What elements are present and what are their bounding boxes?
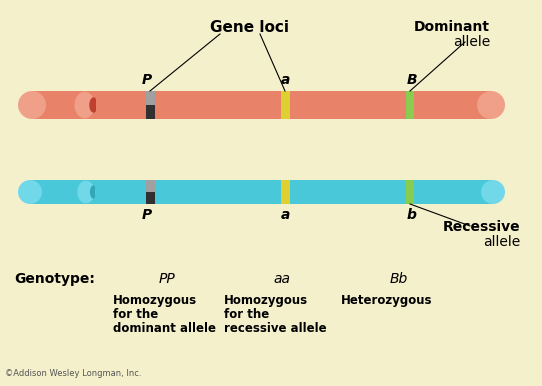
Text: a: a bbox=[280, 73, 289, 87]
Text: a: a bbox=[280, 208, 289, 222]
FancyBboxPatch shape bbox=[96, 91, 144, 119]
Text: Homozygous: Homozygous bbox=[224, 294, 308, 307]
FancyBboxPatch shape bbox=[145, 180, 154, 204]
Text: allele: allele bbox=[453, 35, 490, 49]
FancyBboxPatch shape bbox=[406, 180, 414, 204]
Ellipse shape bbox=[18, 180, 42, 204]
FancyBboxPatch shape bbox=[95, 180, 144, 204]
Ellipse shape bbox=[90, 185, 97, 199]
FancyBboxPatch shape bbox=[281, 180, 289, 204]
Text: b: b bbox=[407, 208, 417, 222]
Text: ©Addison Wesley Longman, Inc.: ©Addison Wesley Longman, Inc. bbox=[5, 369, 141, 378]
Text: Recessive: Recessive bbox=[442, 220, 520, 234]
Ellipse shape bbox=[477, 91, 505, 119]
Ellipse shape bbox=[481, 180, 505, 204]
Text: Gene loci: Gene loci bbox=[210, 20, 289, 35]
Text: B: B bbox=[406, 73, 417, 87]
FancyBboxPatch shape bbox=[32, 91, 491, 119]
FancyBboxPatch shape bbox=[145, 91, 154, 119]
Ellipse shape bbox=[75, 92, 95, 118]
FancyBboxPatch shape bbox=[281, 91, 289, 119]
Text: aa: aa bbox=[273, 272, 290, 286]
Text: for the: for the bbox=[113, 308, 158, 321]
Ellipse shape bbox=[92, 181, 109, 203]
FancyBboxPatch shape bbox=[406, 91, 414, 119]
FancyBboxPatch shape bbox=[145, 91, 154, 105]
Text: recessive allele: recessive allele bbox=[224, 322, 327, 335]
Text: P: P bbox=[142, 73, 152, 87]
Text: Dominant: Dominant bbox=[414, 20, 490, 34]
Text: Heterozygous: Heterozygous bbox=[341, 294, 433, 307]
Text: P: P bbox=[142, 208, 152, 222]
Ellipse shape bbox=[18, 91, 46, 119]
Text: PP: PP bbox=[159, 272, 176, 286]
FancyBboxPatch shape bbox=[145, 180, 154, 192]
Text: Genotype:: Genotype: bbox=[14, 272, 95, 286]
Text: dominant allele: dominant allele bbox=[113, 322, 216, 335]
Text: for the: for the bbox=[224, 308, 269, 321]
Text: allele: allele bbox=[483, 235, 520, 249]
Ellipse shape bbox=[89, 97, 98, 113]
Ellipse shape bbox=[92, 92, 112, 118]
Text: Homozygous: Homozygous bbox=[113, 294, 197, 307]
Text: Bb: Bb bbox=[390, 272, 408, 286]
Ellipse shape bbox=[78, 181, 94, 203]
FancyBboxPatch shape bbox=[30, 180, 493, 204]
